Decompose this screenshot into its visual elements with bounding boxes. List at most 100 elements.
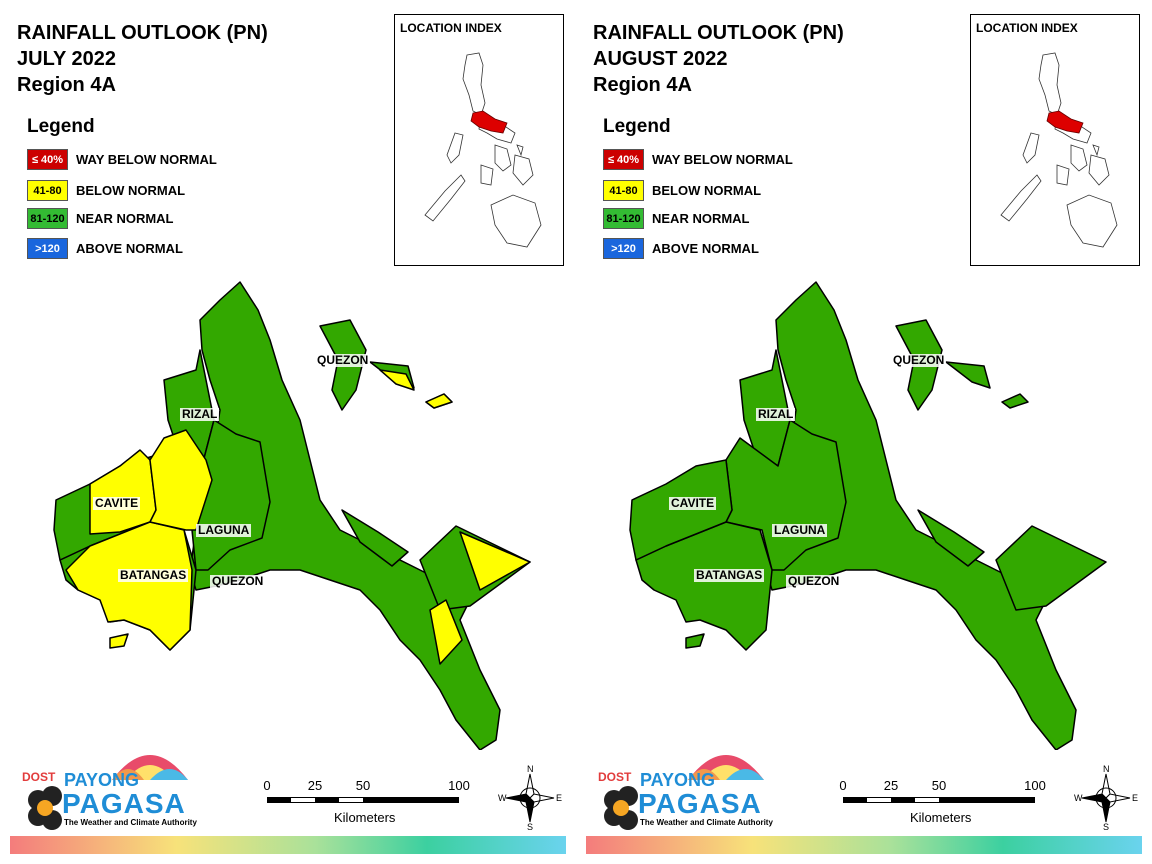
legend-swatch: ≤ 40%	[603, 149, 644, 170]
region-4a-highlight	[1046, 110, 1084, 134]
label-laguna: LAGUNA	[196, 523, 252, 537]
label-cavite: CAVITE	[93, 496, 141, 510]
legend-swatch: 81-120	[603, 208, 644, 229]
title-line-1: RAINFALL OUTLOOK (PN)	[593, 22, 844, 44]
region-map	[629, 281, 1107, 750]
inset-title: LOCATION INDEX	[400, 21, 502, 35]
scale-tick-25: 25	[883, 778, 899, 793]
logo-pagasa: PAGASA	[62, 788, 186, 819]
island-east-2-below-normal	[379, 369, 415, 391]
logo-dost: DOST	[22, 770, 56, 784]
scale-bar-graphic	[267, 797, 459, 803]
map-title: RAINFALL OUTLOOK (PN) AUGUST 2022 Region…	[593, 20, 844, 98]
label-quezon-south: QUEZON	[786, 574, 842, 588]
compass-s: S	[1103, 822, 1110, 832]
legend-label: BELOW NORMAL	[76, 183, 186, 198]
scale-bar-graphic	[843, 797, 1035, 803]
title-line-1: RAINFALL OUTLOOK (PN)	[17, 22, 268, 44]
logo-payong: PAYONG	[64, 770, 140, 790]
scale-tick-100: 100	[448, 778, 470, 793]
logo-tagline: The Weather and Climate Authority	[640, 818, 773, 827]
title-line-2: JULY 2022	[17, 48, 116, 70]
title-line-3: Region 4A	[593, 74, 692, 96]
logo-dost: DOST	[598, 770, 632, 784]
island-east-1	[945, 361, 991, 389]
logo-payong: PAYONG	[640, 770, 716, 790]
legend-label: ABOVE NORMAL	[76, 241, 183, 256]
north-arrow: N S E W	[1074, 764, 1139, 832]
outlook-panel-july: RAINFALL OUTLOOK (PN) JULY 2022 Region 4…	[10, 14, 566, 854]
scale-tick-0: 0	[263, 778, 271, 793]
rainbow-footer-bar	[10, 836, 566, 854]
label-rizal: RIZAL	[180, 407, 220, 421]
legend-title: Legend	[27, 116, 95, 137]
pagasa-logo: DOST PAYONG PAGASA The Weather and Clima…	[16, 740, 197, 832]
label-quezon-north: QUEZON	[891, 353, 947, 367]
north-arrow: N S E W	[498, 764, 563, 832]
laguna-west-below-normal	[149, 429, 213, 531]
scale-tick-50: 50	[355, 778, 371, 793]
pagasa-logo: DOST PAYONG PAGASA The Weather and Clima…	[592, 740, 773, 832]
bondoc-below-normal	[459, 531, 531, 591]
label-quezon-north: QUEZON	[315, 353, 371, 367]
label-batangas: BATANGAS	[118, 568, 189, 582]
location-index-inset: LOCATION INDEX	[394, 14, 564, 266]
title-line-2: AUGUST 2022	[593, 48, 728, 70]
location-index-inset: LOCATION INDEX	[970, 14, 1140, 266]
legend-label: ABOVE NORMAL	[652, 241, 759, 256]
compass-n: N	[527, 764, 534, 774]
legend-swatch: ≤ 40%	[27, 149, 68, 170]
label-quezon-south: QUEZON	[210, 574, 266, 588]
legend-title: Legend	[603, 116, 671, 137]
legend-label: WAY BELOW NORMAL	[652, 152, 793, 167]
batangas-province	[635, 521, 773, 651]
compass-s: S	[527, 822, 534, 832]
region-map	[53, 281, 531, 750]
compass-w: W	[1074, 793, 1083, 803]
label-laguna: LAGUNA	[772, 523, 828, 537]
umbrella-logo-graphic	[604, 755, 764, 830]
legend-swatch: >120	[27, 238, 68, 259]
cavite-province	[629, 459, 733, 561]
inset-title: LOCATION INDEX	[976, 21, 1078, 35]
label-rizal: RIZAL	[756, 407, 796, 421]
compass-n: N	[1103, 764, 1110, 774]
scale-bar: 0 25 50 100 Kilometers	[838, 778, 1048, 828]
compass-e: E	[1132, 793, 1139, 803]
scale-tick-0: 0	[839, 778, 847, 793]
scale-tick-100: 100	[1024, 778, 1046, 793]
bondoc-peninsula	[995, 525, 1107, 611]
philippines-outline-map	[424, 52, 542, 248]
marinduque-island	[341, 509, 409, 567]
region-4a-highlight	[470, 110, 508, 134]
island-yellow	[425, 393, 453, 409]
label-cavite: CAVITE	[669, 496, 717, 510]
scale-bar: 0 25 50 100 Kilometers	[262, 778, 472, 828]
umbrella-logo-graphic	[28, 755, 188, 830]
island-east-2	[1001, 393, 1029, 409]
scale-unit-label: Kilometers	[910, 810, 972, 825]
compass-rose-icon	[1081, 773, 1131, 823]
legend-swatch: 81-120	[27, 208, 68, 229]
scale-unit-label: Kilometers	[334, 810, 396, 825]
legend-label: WAY BELOW NORMAL	[76, 152, 217, 167]
compass-e: E	[556, 793, 563, 803]
legend-swatch: 41-80	[603, 180, 644, 201]
scale-tick-25: 25	[307, 778, 323, 793]
logo-tagline: The Weather and Climate Authority	[64, 818, 197, 827]
compass-rose-icon	[505, 773, 555, 823]
rainbow-footer-bar	[586, 836, 1142, 854]
title-line-3: Region 4A	[17, 74, 116, 96]
scale-tick-50: 50	[931, 778, 947, 793]
legend-label: NEAR NORMAL	[652, 211, 750, 226]
legend-label: BELOW NORMAL	[652, 183, 762, 198]
philippines-outline-map	[1000, 52, 1118, 248]
compass-w: W	[498, 793, 507, 803]
batangas-islet	[109, 633, 129, 649]
legend-swatch: 41-80	[27, 180, 68, 201]
batangas-islet	[685, 633, 705, 649]
outlook-panel-august: RAINFALL OUTLOOK (PN) AUGUST 2022 Region…	[576, 0, 1152, 864]
legend-label: NEAR NORMAL	[76, 211, 174, 226]
legend-swatch: >120	[603, 238, 644, 259]
label-batangas: BATANGAS	[694, 568, 765, 582]
